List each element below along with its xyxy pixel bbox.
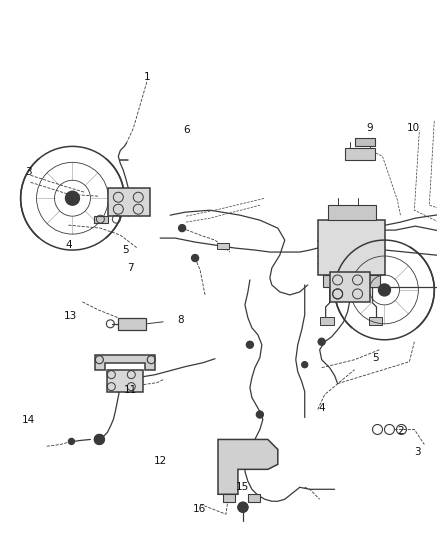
Polygon shape (95, 355, 155, 370)
Text: 4: 4 (65, 240, 72, 250)
Text: 4: 4 (318, 402, 325, 413)
Text: 11: 11 (124, 385, 137, 394)
Circle shape (238, 502, 248, 512)
Text: 9: 9 (366, 124, 373, 133)
Circle shape (302, 362, 308, 368)
Circle shape (256, 411, 263, 418)
Text: 15: 15 (236, 482, 250, 492)
Text: 2: 2 (397, 426, 404, 437)
Text: 7: 7 (127, 263, 134, 273)
Text: 3: 3 (414, 447, 420, 457)
Text: 5: 5 (372, 353, 379, 363)
Polygon shape (218, 439, 278, 494)
Text: 8: 8 (177, 315, 184, 325)
Bar (108, 188, 150, 216)
Bar (323, 275, 381, 287)
Text: 12: 12 (154, 456, 167, 466)
Bar (318, 220, 385, 275)
Bar (107, 370, 143, 392)
Bar (320, 317, 334, 325)
Text: 5: 5 (122, 245, 129, 255)
Text: 13: 13 (64, 311, 77, 321)
Polygon shape (95, 216, 108, 223)
Bar (328, 205, 375, 220)
Circle shape (378, 284, 390, 296)
Bar (223, 494, 235, 502)
Circle shape (318, 338, 325, 345)
Text: 1: 1 (144, 71, 151, 82)
Circle shape (68, 439, 74, 445)
Bar (355, 139, 374, 147)
Bar (248, 494, 260, 502)
Text: 16: 16 (192, 504, 206, 514)
Bar (330, 272, 370, 302)
Circle shape (179, 224, 186, 232)
Bar (217, 243, 229, 249)
Bar (368, 317, 382, 325)
Text: 3: 3 (25, 167, 32, 177)
Text: 10: 10 (407, 124, 420, 133)
Bar (118, 318, 146, 330)
Text: 14: 14 (22, 415, 35, 424)
Circle shape (191, 255, 198, 262)
Bar (345, 148, 374, 160)
Circle shape (247, 341, 254, 348)
Circle shape (95, 434, 104, 445)
Text: 6: 6 (183, 125, 189, 135)
Circle shape (66, 191, 79, 205)
